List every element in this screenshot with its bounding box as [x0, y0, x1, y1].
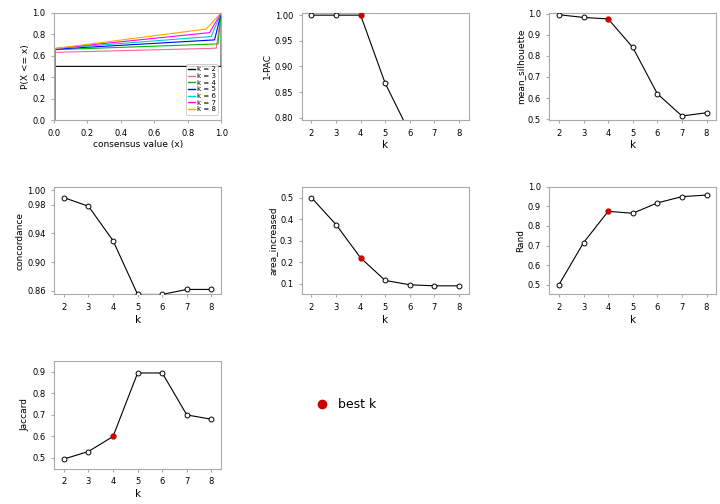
Y-axis label: mean_silhouette: mean_silhouette	[516, 29, 525, 104]
Legend: k = 2, k = 3, k = 4, k = 5, k = 6, k = 7, k = 8: k = 2, k = 3, k = 4, k = 5, k = 6, k = 7…	[186, 64, 218, 114]
X-axis label: k: k	[382, 314, 388, 325]
Y-axis label: concordance: concordance	[15, 212, 24, 270]
Y-axis label: Jaccard: Jaccard	[21, 399, 30, 431]
Y-axis label: 1-PAC: 1-PAC	[263, 53, 272, 80]
Text: best k: best k	[338, 398, 377, 411]
X-axis label: k: k	[135, 489, 140, 499]
X-axis label: consensus value (x): consensus value (x)	[92, 140, 183, 149]
Y-axis label: P(X <= x): P(X <= x)	[21, 44, 30, 89]
X-axis label: k: k	[630, 314, 636, 325]
X-axis label: k: k	[382, 140, 388, 150]
Y-axis label: Rand: Rand	[516, 229, 525, 252]
X-axis label: k: k	[630, 140, 636, 150]
Y-axis label: area_increased: area_increased	[269, 206, 277, 275]
X-axis label: k: k	[135, 314, 140, 325]
